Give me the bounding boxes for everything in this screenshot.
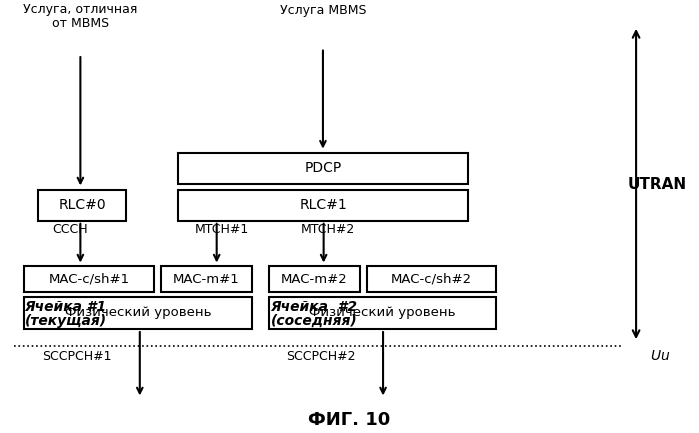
Text: MTCH#2: MTCH#2 [301,223,355,236]
Text: (текущая): (текущая) [24,314,106,328]
Text: Услуга, отличная: Услуга, отличная [23,3,138,16]
Bar [24,266,154,292]
Text: ФИГ. 10: ФИГ. 10 [308,410,391,429]
Text: Услуга MBMS: Услуга MBMS [280,4,366,17]
Text: Ячейка  #2: Ячейка #2 [271,300,357,313]
Text: MAC-m#1: MAC-m#1 [173,273,240,286]
Bar [367,266,496,292]
Text: RLC#0: RLC#0 [58,198,106,212]
Text: MAC-c/sh#1: MAC-c/sh#1 [48,273,130,286]
Text: PDCP: PDCP [305,162,342,175]
Bar [24,297,252,329]
Text: MAC-c/sh#2: MAC-c/sh#2 [391,273,473,286]
Text: SCCPCH#1: SCCPCH#1 [42,350,111,363]
Text: MAC-m#2: MAC-m#2 [281,273,348,286]
Bar [38,190,126,221]
Text: Физический уровень: Физический уровень [310,306,456,320]
Bar [178,153,468,184]
Bar [161,266,252,292]
Text: от MBMS: от MBMS [52,17,109,30]
Text: CCCH: CCCH [52,223,88,236]
Bar [269,266,360,292]
Text: MTCH#1: MTCH#1 [194,223,249,236]
Bar [269,297,496,329]
Text: UTRAN: UTRAN [628,177,686,191]
Text: $\it{Uu}$: $\it{Uu}$ [650,349,670,363]
Text: Ячейка #1: Ячейка #1 [24,300,106,313]
Text: Физический уровень: Физический уровень [65,306,211,320]
Text: (соседняя): (соседняя) [271,314,357,328]
Text: RLC#1: RLC#1 [299,198,347,212]
Text: SCCPCH#2: SCCPCH#2 [287,350,356,363]
Bar [178,190,468,221]
